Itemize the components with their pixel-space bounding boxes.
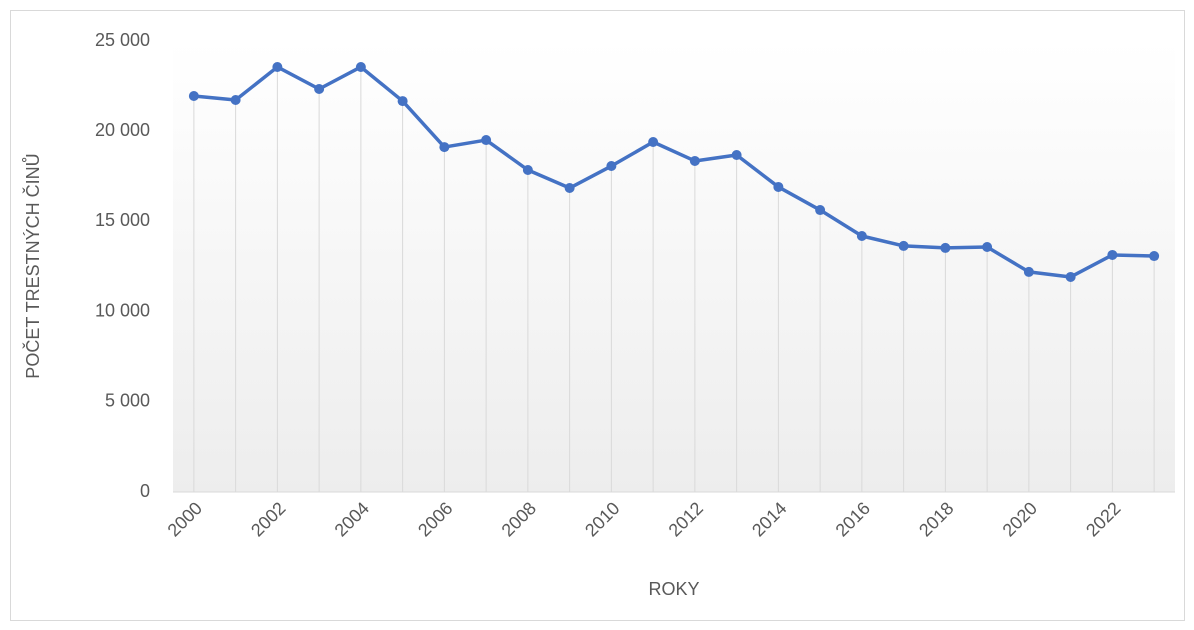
x-tick-label: 2004 — [331, 498, 373, 540]
data-point — [314, 83, 325, 94]
data-point — [648, 137, 659, 148]
data-point — [230, 94, 241, 105]
frame — [10, 10, 1185, 621]
series-line — [193, 65, 1155, 279]
y-tick-label: 10 000 — [95, 300, 150, 320]
data-point — [522, 164, 533, 175]
data-point — [856, 231, 867, 242]
data-point — [1107, 249, 1118, 260]
x-axis-label: ROKY — [648, 579, 699, 599]
y-axis-label: POČET TRESTNÝCH ČINŮ — [22, 153, 43, 378]
y-tick-label: 5 000 — [105, 391, 150, 411]
data-point — [564, 183, 575, 194]
data-point — [940, 242, 951, 253]
x-tick-label: 2010 — [581, 498, 623, 540]
y-tick-label: 20 000 — [95, 120, 150, 140]
x-tick-label: 2014 — [748, 498, 790, 540]
data-point — [689, 155, 700, 166]
x-tick-label: 2012 — [665, 498, 707, 540]
data-point — [606, 161, 617, 172]
data-point — [1065, 271, 1076, 282]
data-point — [773, 181, 784, 192]
y-tick-label: 15 000 — [95, 210, 150, 230]
data-point — [1023, 266, 1034, 277]
data-point — [1149, 251, 1160, 262]
x-tick-label: 2006 — [414, 498, 456, 540]
x-tick-label: 2020 — [999, 498, 1041, 540]
plot-area — [173, 41, 1175, 492]
y-tick-label: 0 — [140, 481, 150, 501]
data-point — [439, 142, 450, 153]
data-point — [815, 205, 826, 216]
data-point — [355, 61, 366, 72]
data-point — [731, 150, 742, 161]
data-point — [982, 242, 993, 253]
data-point — [481, 135, 492, 146]
x-tick-label: 2018 — [915, 498, 957, 540]
data-point — [188, 91, 199, 102]
x-tick-label: 2000 — [164, 498, 206, 540]
y-tick-label: 25 000 — [95, 30, 150, 50]
x-tick-label: 2002 — [247, 498, 289, 540]
data-point — [272, 61, 283, 72]
x-tick-label: 2022 — [1082, 498, 1124, 540]
data-point — [898, 240, 909, 251]
data-point — [397, 96, 408, 107]
x-tick-label: 2008 — [498, 498, 540, 540]
x-tick-label: 2016 — [832, 498, 874, 540]
